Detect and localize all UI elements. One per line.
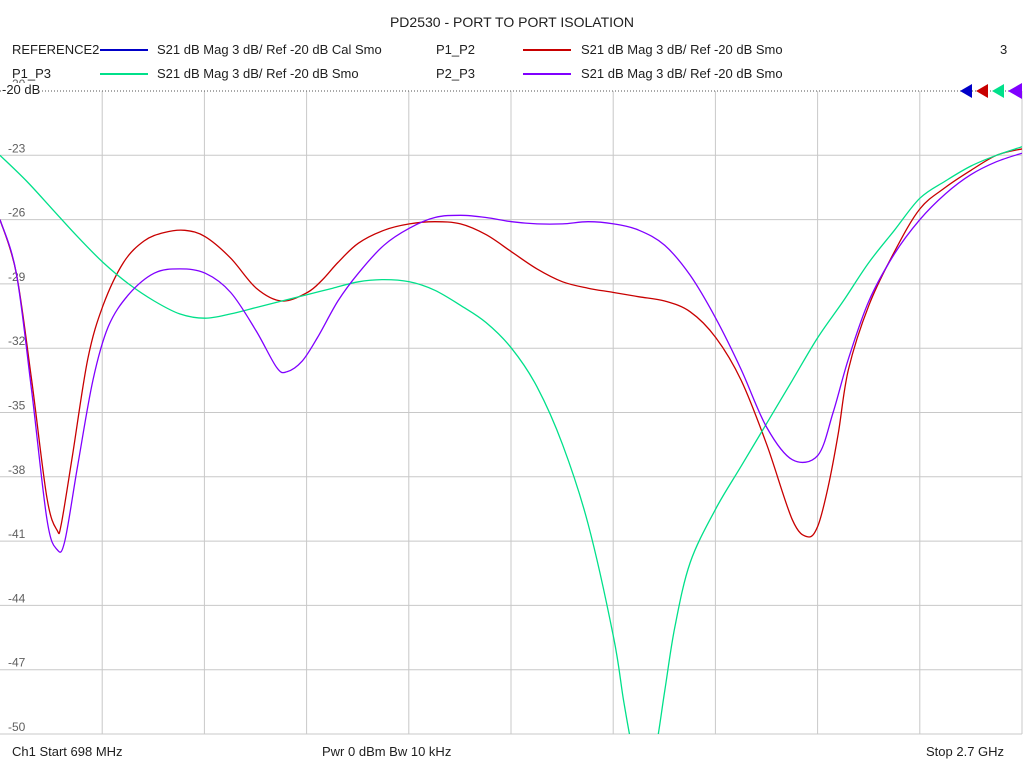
- y-tick-label: -50: [8, 720, 26, 734]
- legend-swatch-p1-p2: [523, 49, 571, 51]
- y-tick-label: -35: [8, 399, 26, 413]
- y-tick-label: -26: [8, 206, 26, 220]
- reference-marker-p2-p3[interactable]: [1008, 83, 1022, 99]
- legend-swatch-p1-p3: [100, 73, 148, 75]
- reference-marker-p1-p2[interactable]: [976, 84, 988, 98]
- trace-p1-p3: [0, 146, 1022, 734]
- legend-desc-reference2: S21 dB Mag 3 dB/ Ref -20 dB Cal Smo: [157, 42, 382, 57]
- reference-level-label: -20 dB: [2, 82, 41, 97]
- y-tick-label: -38: [8, 463, 26, 477]
- start-frequency: Ch1 Start 698 MHz: [12, 744, 123, 759]
- trace-p1-p2: [0, 148, 1022, 538]
- legend-desc-p1-p3: S21 dB Mag 3 dB/ Ref -20 dB Smo: [157, 66, 359, 81]
- y-tick-label: -44: [8, 591, 26, 605]
- legend-desc-p2-p3: S21 dB Mag 3 dB/ Ref -20 dB Smo: [581, 66, 783, 81]
- chart-title: PD2530 - PORT TO PORT ISOLATION: [389, 14, 635, 30]
- stop-frequency: Stop 2.7 GHz: [926, 744, 1005, 759]
- legend-desc-p1-p2: S21 dB Mag 3 dB/ Ref -20 dB Smo: [581, 42, 783, 57]
- trace-count: 3: [1000, 42, 1008, 57]
- legend-name-p1-p3: P1_P3: [12, 66, 52, 81]
- legend-swatch-p2-p3: [523, 73, 571, 75]
- trace-p2-p3: [0, 152, 1022, 553]
- reference-marker-reference2[interactable]: [960, 84, 972, 98]
- legend-name-reference2: REFERENCE2: [12, 42, 100, 57]
- grid: [0, 91, 1023, 735]
- power-bandwidth: Pwr 0 dBm Bw 10 kHz: [322, 744, 452, 759]
- y-tick-label: -41: [8, 527, 26, 541]
- legend-name-p1-p2: P1_P2: [436, 42, 476, 57]
- reference-marker-p1-p3[interactable]: [992, 84, 1004, 98]
- traces: [0, 146, 1022, 734]
- y-tick-labels: -20-23-26-29-32-35-38-41-44-47-50: [8, 77, 26, 734]
- legend-name-p2-p3: P2_P3: [436, 66, 476, 81]
- y-tick-label: -23: [8, 141, 26, 155]
- y-tick-label: -32: [8, 334, 26, 348]
- y-tick-label: -47: [8, 656, 26, 670]
- legend-swatch-reference2: [100, 49, 148, 51]
